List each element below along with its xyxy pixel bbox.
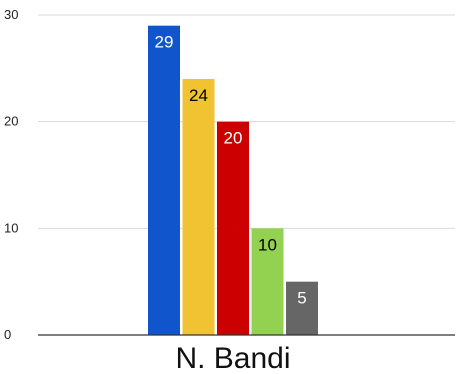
data-label-3: 20	[224, 129, 243, 148]
data-labels: 29 24 20 10 5	[155, 33, 307, 308]
data-label-1: 29	[155, 33, 174, 52]
y-tick-label-0: 0	[4, 327, 11, 342]
bar-2	[182, 79, 215, 335]
y-tick-label-20: 20	[4, 114, 18, 129]
bars	[148, 25, 318, 336]
y-tick-label-30: 30	[4, 7, 18, 22]
bar-1	[148, 25, 180, 336]
y-tick-label-10: 10	[4, 220, 18, 235]
data-label-2: 24	[189, 86, 208, 105]
data-label-4: 10	[258, 235, 277, 254]
bar-5	[286, 281, 318, 335]
category-label: N. Bandi	[175, 342, 290, 374]
data-label-5: 5	[297, 289, 306, 308]
bar-3	[217, 121, 249, 336]
y-axis-tick-labels: 0 10 20 30	[4, 7, 18, 342]
bar-4	[251, 228, 284, 335]
